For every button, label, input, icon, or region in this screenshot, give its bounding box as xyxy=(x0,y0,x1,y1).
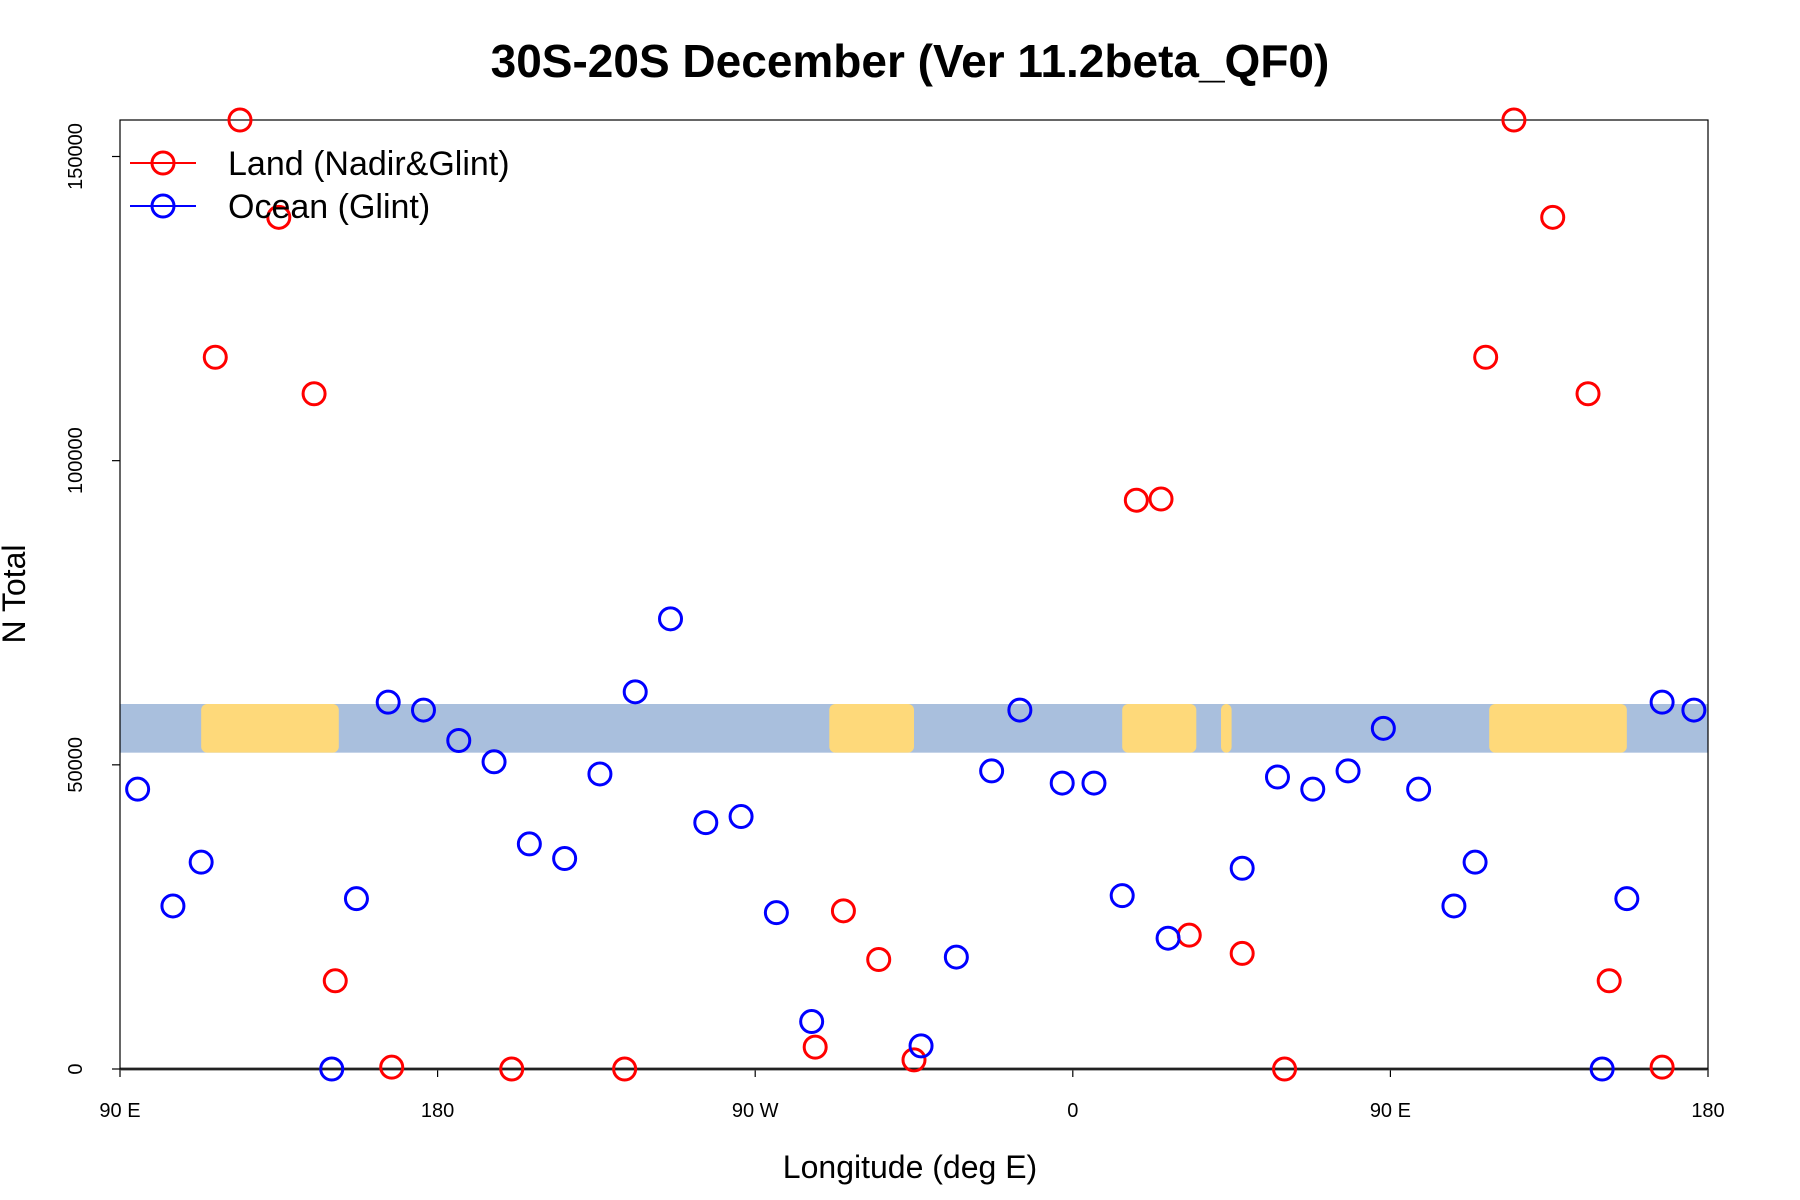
ocean-point xyxy=(763,900,789,926)
y-axis-label: N Total xyxy=(0,544,32,643)
map-strip xyxy=(120,704,1708,753)
ocean-point xyxy=(908,1033,934,1059)
land-point xyxy=(901,1047,927,1073)
ocean-point xyxy=(1155,925,1181,951)
y-tick-label: 50000 xyxy=(65,737,87,793)
land-point xyxy=(1123,487,1149,513)
ocean-point xyxy=(125,776,151,802)
ocean-point xyxy=(1681,697,1707,723)
land-point xyxy=(802,1034,828,1060)
map-strip-land xyxy=(829,704,914,753)
x-tick-label: 90 W xyxy=(732,1100,779,1122)
x-axis-label: Longitude (deg E) xyxy=(783,1149,1037,1185)
ocean-point xyxy=(375,689,401,715)
ocean-point xyxy=(1370,715,1396,741)
ocean-point xyxy=(481,749,507,775)
land-point xyxy=(866,947,892,972)
y-tick-label: 0 xyxy=(65,1063,87,1074)
x-tick-label: 90 E xyxy=(1370,1100,1411,1122)
chart-title: 30S-20S December (Ver 11.2beta_QF0) xyxy=(491,35,1330,87)
ocean-point xyxy=(622,679,648,705)
ocean-point xyxy=(446,728,472,753)
legend: Land (Nadir&Glint) Ocean (Glint) xyxy=(130,145,510,226)
ocean-point xyxy=(1462,849,1488,875)
legend-entry-land: Land (Nadir&Glint) xyxy=(130,145,510,183)
ocean-point xyxy=(979,758,1005,784)
x-tick-label: 180 xyxy=(421,1100,454,1122)
land-point xyxy=(1575,381,1601,407)
ocean-point xyxy=(1264,764,1290,790)
legend-label-ocean: Ocean (Glint) xyxy=(228,188,430,226)
ocean-point xyxy=(799,1009,825,1035)
ocean-point xyxy=(1081,770,1107,796)
ocean-point xyxy=(1049,770,1075,796)
land-point xyxy=(1540,204,1566,230)
land-point xyxy=(1501,107,1527,133)
map-strip-land xyxy=(1221,704,1232,753)
x-tick-label: 90 E xyxy=(99,1100,140,1122)
ocean-point xyxy=(658,606,684,632)
land-point xyxy=(202,344,228,370)
land-series xyxy=(202,107,1675,1082)
legend-entry-ocean: Ocean (Glint) xyxy=(130,188,430,226)
plot-frame xyxy=(119,119,1709,1070)
ocean-point xyxy=(552,846,578,872)
land-point xyxy=(612,1056,638,1082)
y-tick-label: 100000 xyxy=(65,427,87,494)
ocean-point xyxy=(728,804,754,830)
ocean-point xyxy=(1589,1056,1615,1082)
map-strip-land xyxy=(201,704,339,753)
land-point xyxy=(830,898,856,924)
ocean-point xyxy=(943,944,969,970)
ocean-series xyxy=(125,606,1707,1082)
legend-marker-land xyxy=(150,150,176,176)
x-tick-label: 180 xyxy=(1691,1100,1724,1122)
land-point xyxy=(266,204,292,230)
ocean-point xyxy=(1406,776,1432,802)
ocean-point xyxy=(410,697,436,723)
land-point xyxy=(1649,1054,1675,1080)
ocean-point xyxy=(160,893,186,919)
land-point xyxy=(322,968,348,994)
land-point xyxy=(379,1054,405,1080)
y-axis: 0 50000 100000 150000 xyxy=(65,123,120,1075)
ocean-point xyxy=(693,810,719,836)
land-point xyxy=(1229,940,1255,966)
ocean-point xyxy=(1229,855,1255,881)
y-tick-label: 150000 xyxy=(65,123,87,190)
land-point xyxy=(1596,968,1622,994)
ocean-point xyxy=(1109,883,1135,909)
map-strip-land xyxy=(1122,704,1197,753)
ocean-point xyxy=(188,849,214,875)
ocean-point xyxy=(587,761,613,787)
ocean-point xyxy=(516,831,542,857)
x-axis: 90 E 180 90 W 0 90 E 180 xyxy=(99,1069,1725,1122)
map-strip-land xyxy=(1489,704,1627,753)
ocean-point xyxy=(1300,776,1326,802)
legend-marker-ocean xyxy=(150,193,176,219)
land-point xyxy=(227,107,253,133)
legend-label-land: Land (Nadir&Glint) xyxy=(228,145,510,183)
land-point xyxy=(1272,1056,1298,1082)
ocean-point xyxy=(1441,893,1467,919)
land-point xyxy=(499,1056,525,1082)
ocean-point xyxy=(343,886,369,912)
ocean-point xyxy=(319,1056,345,1082)
ocean-point xyxy=(1335,758,1361,784)
ocean-point xyxy=(1614,886,1640,912)
land-point xyxy=(1473,344,1499,370)
land-point xyxy=(301,381,327,407)
x-tick-label: 0 xyxy=(1067,1100,1078,1122)
land-point xyxy=(1148,486,1174,512)
ocean-point xyxy=(1007,697,1033,723)
ocean-point xyxy=(1649,689,1675,715)
